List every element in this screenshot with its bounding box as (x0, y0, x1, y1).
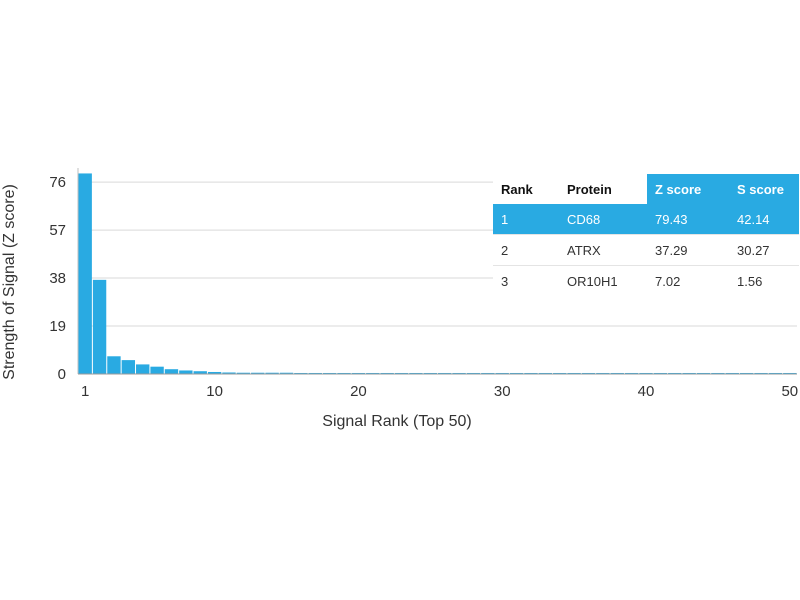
header-z-score: Z score (647, 174, 729, 204)
bar (265, 372, 279, 374)
cell-z-score: 79.43 (647, 204, 729, 235)
table-row: 3 OR10H1 7.02 1.56 (493, 265, 799, 296)
x-tick-labels: 1 10 20 30 40 50 (81, 383, 798, 400)
bar (107, 356, 121, 374)
y-tick-label: 19 (49, 318, 66, 335)
bar (251, 372, 265, 374)
cell-s-score: 30.27 (729, 234, 799, 266)
y-axis-title: Strength of Signal (Z score) (1, 184, 18, 380)
table-header-row: Rank Protein Z score S score (493, 174, 799, 204)
x-tick-label: 1 (81, 383, 89, 400)
x-axis-title: Signal Rank (Top 50) (322, 413, 471, 430)
cell-rank: 2 (493, 234, 559, 266)
x-tick-label: 20 (350, 383, 367, 400)
cell-protein: ATRX (559, 234, 647, 266)
y-tick-label: 57 (49, 222, 66, 239)
signal-ranking-table: Rank Protein Z score S score 1 CD68 79.4… (493, 174, 799, 296)
x-tick-label: 50 (781, 383, 798, 400)
y-tick-label: 0 (58, 366, 66, 383)
bar (236, 372, 251, 374)
x-tick-label: 40 (638, 383, 655, 400)
y-tick-label: 38 (49, 270, 66, 287)
y-tick-labels: 0 19 38 57 76 (49, 174, 66, 383)
header-rank: Rank (501, 181, 533, 197)
table-row: 1 CD68 79.43 42.14 (493, 204, 799, 235)
bar (193, 371, 207, 374)
bar (78, 173, 92, 374)
cell-rank: 3 (493, 265, 559, 296)
cell-z-score: 37.29 (647, 234, 729, 266)
bar (150, 366, 164, 374)
table-row: 2 ATRX 37.29 30.27 (493, 234, 799, 266)
cell-rank: 1 (493, 204, 559, 235)
header-protein: Protein (567, 181, 612, 197)
axes (77, 168, 797, 375)
bar (136, 364, 150, 374)
bar (92, 279, 107, 374)
cell-protein: OR10H1 (559, 265, 647, 296)
cell-z-score: 7.02 (647, 265, 729, 296)
x-tick-label: 10 (206, 383, 223, 400)
bar (121, 360, 136, 374)
bar (222, 372, 236, 374)
x-tick-label: 30 (494, 383, 511, 400)
bar (179, 370, 193, 374)
bar (164, 369, 179, 374)
bar (279, 372, 294, 374)
y-tick-label: 76 (49, 174, 66, 191)
cell-s-score: 1.56 (729, 265, 799, 296)
cell-s-score: 42.14 (729, 204, 799, 235)
bar (207, 371, 222, 374)
header-s-score: S score (729, 174, 799, 204)
cell-protein: CD68 (559, 204, 647, 235)
